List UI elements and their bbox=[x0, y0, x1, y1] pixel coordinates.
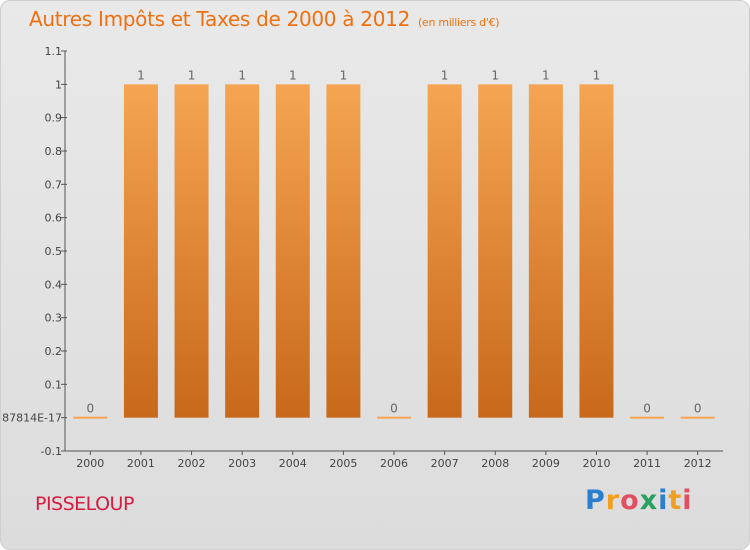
y-tick-label: 1.1 bbox=[45, 45, 63, 58]
x-tick-label: 2000 bbox=[76, 457, 104, 470]
data-label: 0 bbox=[86, 402, 94, 416]
data-label: 1 bbox=[491, 68, 499, 82]
bar bbox=[427, 84, 462, 418]
data-label: 1 bbox=[593, 68, 601, 82]
bar bbox=[275, 84, 310, 418]
data-label: 0 bbox=[390, 402, 398, 416]
data-label: 1 bbox=[340, 68, 348, 82]
x-tick-label: 2009 bbox=[532, 457, 560, 470]
logo-letter: i bbox=[658, 485, 669, 516]
y-tick-label: 0.6 bbox=[45, 212, 63, 225]
bar bbox=[478, 84, 513, 418]
y-tick-label: 0.4 bbox=[45, 278, 63, 291]
data-label: 1 bbox=[238, 68, 246, 82]
logo-letter: o bbox=[620, 485, 640, 516]
x-tick-label: 2012 bbox=[684, 457, 712, 470]
logo-letter: t bbox=[668, 485, 683, 516]
data-label: 0 bbox=[694, 402, 702, 416]
x-tick-label: 2001 bbox=[127, 457, 155, 470]
bar bbox=[680, 416, 715, 419]
y-tick-label: 0.1 bbox=[45, 378, 63, 391]
y-tick-label: 0.2 bbox=[45, 345, 63, 358]
data-label: 1 bbox=[137, 68, 145, 82]
logo-letter: P bbox=[585, 485, 606, 516]
x-tick-label: 2008 bbox=[481, 457, 509, 470]
bar bbox=[174, 84, 209, 418]
data-label: 1 bbox=[188, 68, 196, 82]
x-tick-label: 2010 bbox=[582, 457, 610, 470]
y-tick-label: 1.387814E-17 bbox=[1, 412, 62, 425]
y-tick-label: 0.7 bbox=[45, 178, 63, 191]
data-label: 0 bbox=[643, 402, 651, 416]
chart-title-text: Autres Impôts et Taxes de 2000 à 2012 bbox=[29, 7, 410, 31]
bar bbox=[123, 84, 158, 418]
y-tick-label: 0.9 bbox=[45, 112, 63, 125]
logo-letter: i bbox=[682, 485, 693, 516]
x-tick-label: 2007 bbox=[431, 457, 459, 470]
y-tick-label: 1 bbox=[55, 78, 62, 91]
y-tick-label: 0.5 bbox=[45, 245, 63, 258]
commune-name: PISSELOUP bbox=[35, 493, 134, 515]
chart-unit-label: (en milliers d'€) bbox=[418, 16, 500, 29]
bar bbox=[225, 84, 260, 418]
y-tick-label: 0.3 bbox=[45, 312, 63, 325]
logo-letter: x bbox=[639, 485, 659, 516]
proxiti-logo: Proxiti bbox=[585, 485, 693, 516]
bar bbox=[73, 416, 108, 419]
bar bbox=[630, 416, 665, 419]
data-label: 1 bbox=[542, 68, 550, 82]
y-tick-label: -0.1 bbox=[41, 445, 62, 458]
bar bbox=[377, 416, 411, 419]
chart-title: Autres Impôts et Taxes de 2000 à 2012 (en… bbox=[29, 7, 499, 31]
bar bbox=[579, 84, 614, 418]
x-tick-label: 2004 bbox=[279, 457, 307, 470]
x-tick-label: 2011 bbox=[633, 457, 661, 470]
x-tick-label: 2005 bbox=[329, 457, 357, 470]
data-label: 1 bbox=[441, 68, 449, 82]
x-tick-label: 2003 bbox=[228, 457, 256, 470]
logo-letter: r bbox=[605, 485, 621, 516]
bar bbox=[528, 84, 563, 418]
x-tick-label: 2006 bbox=[380, 457, 408, 470]
bar bbox=[326, 84, 361, 418]
x-tick-label: 2002 bbox=[178, 457, 206, 470]
data-label: 1 bbox=[289, 68, 297, 82]
y-tick-label: 0.8 bbox=[45, 145, 63, 158]
